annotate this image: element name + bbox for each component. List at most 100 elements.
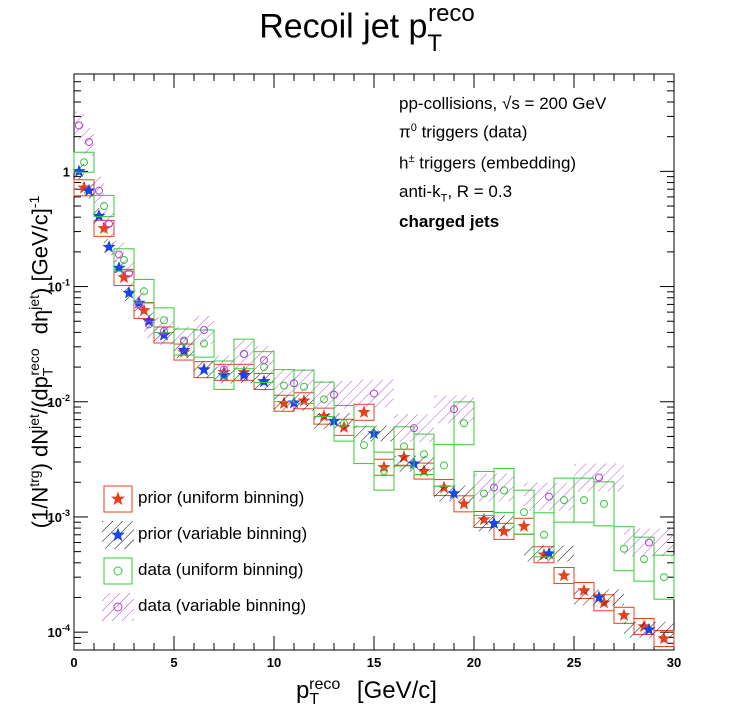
- data-point: [197, 362, 211, 376]
- data-point: [420, 450, 428, 459]
- data-point: [95, 186, 103, 195]
- data-point: [410, 424, 418, 433]
- sys-band: [394, 414, 434, 443]
- data-point: [457, 496, 471, 510]
- data-point: [540, 530, 548, 539]
- sys-box: [353, 426, 375, 465]
- x-tick-label: 20: [467, 655, 481, 670]
- data-point: [102, 240, 116, 253]
- data-point: [357, 405, 371, 418]
- x-tick-label: 5: [170, 655, 177, 670]
- data-point: [400, 442, 408, 451]
- data-point: [642, 622, 656, 636]
- sys-band: [474, 473, 514, 502]
- x-tick-label: 10: [267, 655, 281, 670]
- data-point: [72, 164, 86, 177]
- data-point: [105, 219, 113, 228]
- sys-band: [124, 259, 134, 288]
- sys-band: [194, 315, 214, 344]
- sys-band: [134, 290, 144, 319]
- sys-band: [74, 111, 84, 140]
- sys-band: [154, 317, 174, 346]
- data-point: [340, 419, 348, 428]
- data-point: [125, 269, 133, 278]
- legend-swatch: [103, 485, 133, 513]
- x-tick-label: 0: [70, 655, 77, 670]
- data-point: [145, 320, 153, 329]
- sys-box: [553, 567, 575, 585]
- data-point: [290, 379, 298, 388]
- data-point: [257, 374, 271, 388]
- legend-swatch: [102, 593, 134, 621]
- y-tick-label: 1: [63, 164, 70, 179]
- data-point: [447, 486, 461, 500]
- data-point: [600, 499, 608, 508]
- legend-marker: [113, 566, 123, 576]
- data-point: [645, 538, 653, 547]
- sys-band: [434, 395, 474, 424]
- data-point: [115, 250, 123, 259]
- sys-band: [114, 240, 124, 269]
- x-tick-label: 30: [667, 655, 681, 670]
- data-point: [180, 336, 188, 345]
- sys-band: [174, 326, 194, 355]
- x-axis-ticks: 0 5 10 15 20 25 30: [70, 74, 681, 670]
- sys-box: [433, 444, 455, 487]
- sys-band: [234, 339, 254, 368]
- data-point: [260, 356, 268, 365]
- sys-band: [274, 369, 314, 398]
- data-point: [595, 473, 603, 482]
- data-point: [330, 390, 338, 399]
- data-point: [237, 368, 251, 381]
- sys-band: [254, 346, 274, 375]
- data-point: [545, 492, 553, 501]
- sys-band: [574, 463, 624, 492]
- sys-band: [354, 379, 394, 408]
- legend-marker: [110, 491, 126, 506]
- annotation-hadron: h± triggers (embedding): [399, 153, 577, 173]
- annotation-charged: charged jets: [399, 212, 500, 231]
- data-point: [380, 467, 388, 476]
- x-axis-label: pTreco [GeV/c]: [296, 676, 437, 708]
- data-point: [450, 405, 458, 414]
- data-point: [542, 546, 556, 560]
- data-point: [135, 300, 143, 309]
- data-point: [75, 121, 83, 130]
- annotation-antikt: anti-kT, R = 0.3: [399, 182, 513, 205]
- data-point: [640, 555, 648, 564]
- legend-markers: [102, 485, 134, 621]
- data-point: [557, 568, 571, 582]
- sys-band: [94, 176, 104, 205]
- data-point: [85, 137, 93, 146]
- data-point: [617, 608, 631, 621]
- x-tick-label: 25: [567, 655, 581, 670]
- legend-marker: [113, 602, 123, 612]
- legend-marker: [110, 527, 126, 542]
- series-layer: [72, 111, 675, 648]
- series-3: [74, 111, 674, 557]
- data-point: [360, 441, 368, 450]
- data-point: [660, 573, 668, 582]
- data-point: [440, 461, 448, 470]
- sys-band: [214, 355, 234, 384]
- data-point: [160, 327, 168, 336]
- sys-band: [144, 310, 154, 339]
- data-point: [490, 483, 498, 492]
- data-point: [370, 389, 378, 398]
- sys-band: [84, 127, 94, 156]
- annotation-collision: pp-collisions, √s = 200 GeV: [399, 94, 607, 113]
- sys-band: [624, 528, 674, 557]
- data-point: [200, 325, 208, 334]
- data-point: [122, 286, 136, 299]
- data-point: [517, 519, 531, 532]
- y-axis-label: (1/Ntrg) dNjet/(dpTreco dηjet) [GeV/c]-1: [26, 195, 56, 529]
- data-point: [377, 460, 391, 473]
- data-point: [92, 209, 106, 222]
- sys-band: [104, 209, 114, 238]
- data-point: [80, 158, 88, 167]
- data-point: [580, 496, 588, 505]
- data-point: [82, 183, 96, 197]
- data-point: [220, 365, 228, 374]
- sys-box: [533, 512, 555, 558]
